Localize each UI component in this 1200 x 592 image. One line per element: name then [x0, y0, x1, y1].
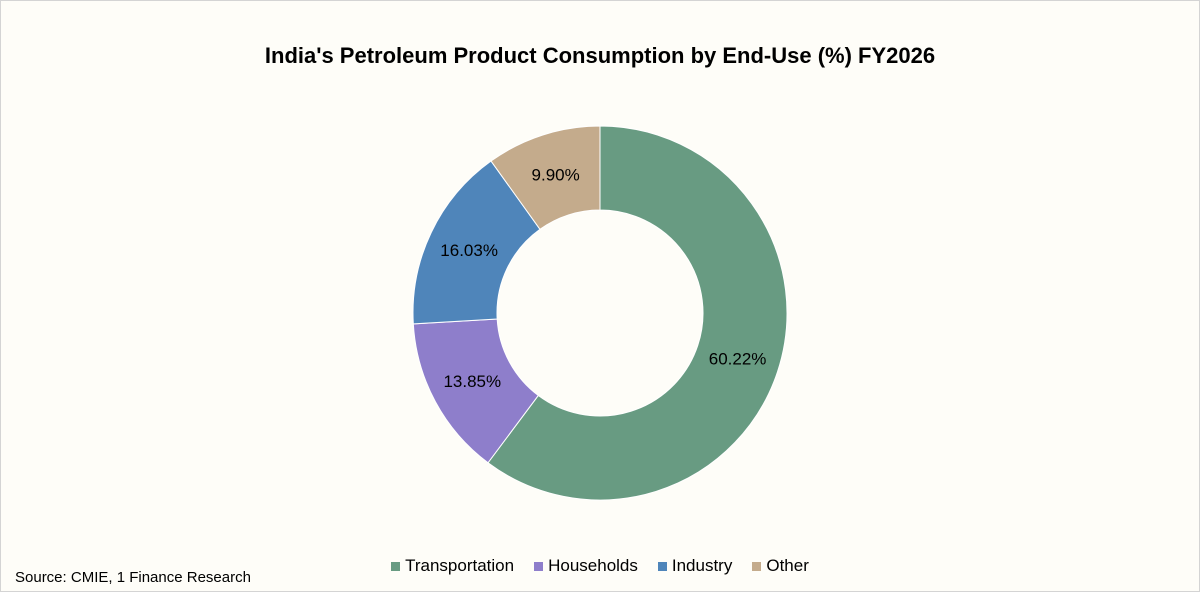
legend-label-transportation: Transportation	[405, 556, 515, 575]
slice-label-households: 13.85%	[443, 372, 501, 391]
donut-labels: 60.22% 13.85% 16.03% 9.90%	[440, 165, 766, 391]
legend-swatch-households	[534, 561, 544, 571]
legend-item-transportation[interactable]: Transportation	[391, 556, 514, 576]
legend-swatch-industry	[657, 561, 667, 571]
legend: Transportation Households Industry Other	[1, 556, 1199, 576]
slice-label-other: 9.90%	[532, 165, 580, 184]
legend-swatch-other	[752, 561, 762, 571]
donut-chart: 60.22% 13.85% 16.03% 9.90%	[412, 125, 788, 501]
slice-other[interactable]	[490, 125, 601, 230]
chart-title: India's Petroleum Product Consumption by…	[264, 43, 936, 68]
slice-transportation[interactable]	[487, 125, 788, 501]
legend-label-other: Other	[766, 556, 809, 575]
slice-label-transportation: 60.22%	[709, 349, 767, 368]
legend-item-industry[interactable]: Industry	[657, 556, 733, 576]
donut-slices	[412, 125, 788, 501]
legend-label-industry: Industry	[671, 556, 733, 575]
legend-item-other[interactable]: Other	[752, 556, 809, 576]
legend-swatch-transportation	[391, 561, 401, 571]
source-note: Source: CMIE, 1 Finance Research	[15, 569, 251, 586]
legend-label-households: Households	[548, 556, 638, 575]
legend-item-households[interactable]: Households	[534, 556, 638, 576]
slice-label-industry: 16.03%	[440, 241, 498, 260]
